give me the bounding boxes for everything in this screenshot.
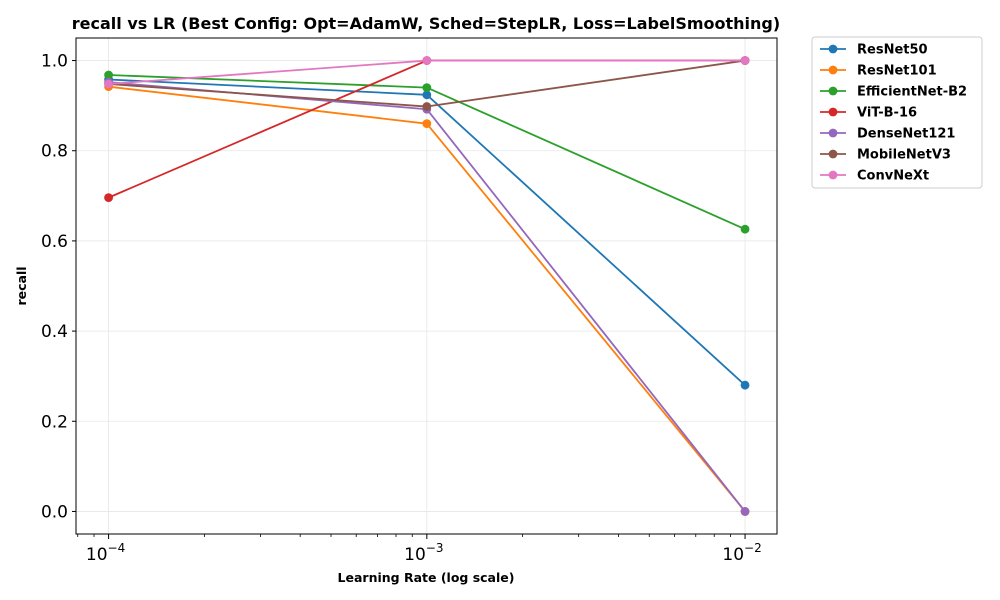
legend-label: MobileNetV3 xyxy=(857,148,951,163)
data-point xyxy=(422,56,432,65)
legend-marker xyxy=(828,170,838,180)
y-tick-label: 0.8 xyxy=(41,142,68,162)
legend: ResNet50 ResNet101 EfficientNet-B2 ViT-B-16… xyxy=(811,36,983,189)
legend-marker xyxy=(828,149,838,159)
data-point xyxy=(104,70,113,80)
data-point xyxy=(740,224,750,234)
legend-label: DenseNet121 xyxy=(857,127,955,142)
x-tick-label: 10−4 xyxy=(86,541,125,565)
data-point xyxy=(740,56,750,65)
data-point xyxy=(422,83,432,92)
series-markers xyxy=(104,56,750,516)
legend-marker xyxy=(828,86,838,96)
legend-label: ConvNeXt xyxy=(857,169,929,184)
x-axis-label: Learning Rate (log scale) xyxy=(338,570,515,585)
legend-marker xyxy=(828,65,838,75)
y-tick-label: 0.6 xyxy=(41,232,68,252)
plot-area-frame xyxy=(75,37,778,535)
legend-label: ResNet50 xyxy=(857,43,928,58)
y-tick-label: 1.0 xyxy=(41,52,68,72)
legend-box xyxy=(811,36,983,189)
data-point xyxy=(740,507,750,516)
data-point xyxy=(740,380,750,390)
legend-marker xyxy=(828,44,838,54)
x-tick-label: 10−2 xyxy=(722,541,761,565)
legend-label: ViT-B-16 xyxy=(857,106,917,121)
x-tick-label: 10−3 xyxy=(404,541,443,565)
data-point xyxy=(422,102,432,111)
y-axis-label: recall xyxy=(14,266,29,305)
data-point xyxy=(104,193,113,203)
data-point xyxy=(422,119,432,129)
legend-marker xyxy=(828,128,838,138)
legend-label: EfficientNet-B2 xyxy=(857,85,967,100)
legend-label: ResNet101 xyxy=(857,64,937,79)
y-tick-label: 0.0 xyxy=(41,502,68,522)
chart-title: recall vs LR (Best Config: Opt=AdamW, Sc… xyxy=(72,14,780,33)
y-tick-label: 0.2 xyxy=(41,412,68,432)
y-tick-label: 0.4 xyxy=(41,322,68,342)
data-point xyxy=(422,90,432,100)
data-point xyxy=(104,79,113,89)
axis-ticks: 0.0 0.2 0.4 0.6 0.8 1.0 10−4 10−3 10−2 xyxy=(41,52,762,565)
legend-marker xyxy=(828,107,838,117)
